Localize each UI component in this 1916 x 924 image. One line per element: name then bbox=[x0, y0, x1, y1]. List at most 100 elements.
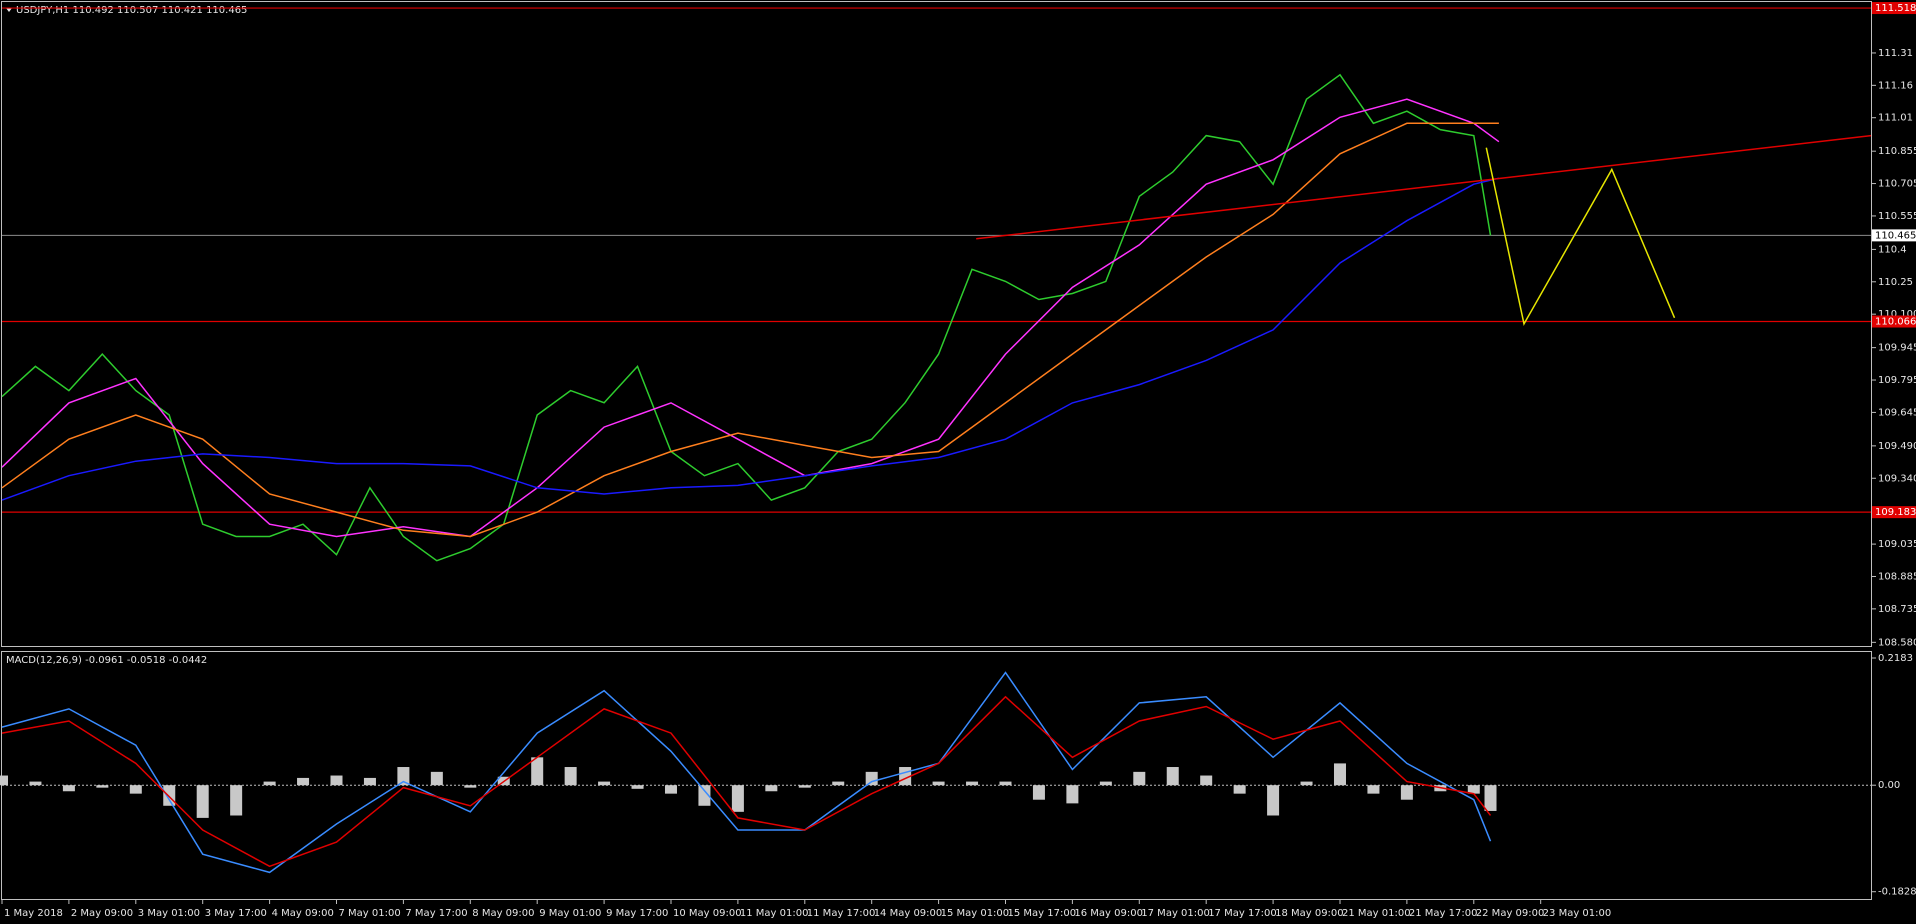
y-tick-label: 0.2183 bbox=[1878, 653, 1913, 664]
x-tick-label: 15 May 01:00 bbox=[941, 908, 1010, 919]
x-tick-label: 18 May 09:00 bbox=[1275, 908, 1344, 919]
histogram-bar bbox=[330, 775, 343, 786]
x-tick-label: 23 May 01:00 bbox=[1543, 908, 1612, 919]
x-tick-label: 9 May 01:00 bbox=[539, 908, 601, 919]
x-tick-label: 1 May 2018 bbox=[4, 908, 63, 919]
histogram-bar bbox=[0, 775, 8, 786]
y-tick-label: 109.340 bbox=[1878, 473, 1916, 484]
histogram-bar bbox=[1200, 775, 1213, 786]
y-tick-label: 110.25 bbox=[1878, 277, 1913, 288]
histogram-bar bbox=[1267, 785, 1280, 816]
x-tick-label: 2 May 09:00 bbox=[71, 908, 133, 919]
level-label: 111.518 bbox=[1875, 3, 1916, 14]
main-panel-frame bbox=[1, 1, 1872, 647]
level-label-box bbox=[1872, 315, 1916, 328]
histogram-bar bbox=[263, 781, 276, 786]
series-line bbox=[976, 134, 1872, 240]
level-label-box bbox=[1872, 2, 1916, 15]
x-tick-label: 21 May 01:00 bbox=[1342, 908, 1411, 919]
last-price-label: 110.465 bbox=[1875, 230, 1916, 241]
histogram-bar bbox=[832, 781, 845, 786]
histogram-bar bbox=[163, 785, 176, 806]
x-tick-label: 3 May 01:00 bbox=[138, 908, 200, 919]
x-tick-label: 11 May 17:00 bbox=[807, 908, 876, 919]
histogram-bar bbox=[397, 767, 410, 786]
chart-title: USDJPY,H1 110.492 110.507 110.421 110.46… bbox=[16, 5, 247, 16]
histogram-bar bbox=[129, 785, 142, 794]
x-tick-label: 16 May 09:00 bbox=[1074, 908, 1143, 919]
histogram-bar bbox=[1484, 785, 1497, 811]
y-tick-label: 111.16 bbox=[1878, 80, 1913, 91]
histogram-bar bbox=[96, 785, 109, 788]
y-tick-label: 110.4 bbox=[1878, 244, 1907, 255]
histogram-bar bbox=[29, 781, 42, 786]
y-tick-label: 109.035 bbox=[1878, 539, 1916, 550]
y-tick-label: 108.885 bbox=[1878, 571, 1916, 582]
series-line bbox=[1485, 147, 1676, 326]
y-tick-label: 109.645 bbox=[1878, 407, 1916, 418]
histogram-bar bbox=[999, 781, 1012, 786]
y-tick-label: 108.735 bbox=[1878, 604, 1916, 615]
histogram-bar bbox=[62, 785, 75, 792]
histogram-bar bbox=[564, 767, 577, 786]
x-tick-label: 11 May 01:00 bbox=[740, 908, 809, 919]
histogram-bar bbox=[363, 777, 376, 786]
x-tick-label: 17 May 17:00 bbox=[1208, 908, 1277, 919]
series-line bbox=[1, 177, 1500, 501]
x-tick-label: 10 May 09:00 bbox=[673, 908, 742, 919]
histogram-bar bbox=[664, 785, 677, 794]
level-label: 110.066 bbox=[1875, 317, 1916, 328]
histogram-bar bbox=[765, 785, 778, 792]
histogram-bar bbox=[1233, 785, 1246, 794]
symbol-menu-arrow[interactable] bbox=[6, 8, 12, 12]
histogram-bar bbox=[1300, 781, 1313, 786]
series-line bbox=[1, 122, 1499, 538]
x-tick-label: 3 May 17:00 bbox=[205, 908, 267, 919]
series-line bbox=[1, 671, 1492, 874]
y-tick-label: 0.00 bbox=[1878, 780, 1900, 791]
y-tick-label: 110.705 bbox=[1878, 179, 1916, 190]
macd-panel-frame bbox=[1, 651, 1872, 900]
histogram-bar bbox=[196, 785, 209, 818]
histogram-bar bbox=[966, 781, 979, 786]
y-tick-label: 110.100 bbox=[1878, 309, 1916, 320]
y-tick-label: 109.490 bbox=[1878, 441, 1916, 452]
histogram-bar bbox=[531, 757, 544, 786]
y-tick-label: 109.945 bbox=[1878, 343, 1916, 354]
x-tick-label: 17 May 01:00 bbox=[1141, 908, 1210, 919]
histogram-bar bbox=[731, 785, 744, 812]
y-tick-label: 110.855 bbox=[1878, 146, 1916, 157]
x-tick-label: 22 May 09:00 bbox=[1476, 908, 1545, 919]
histogram-bar bbox=[1400, 785, 1413, 800]
histogram-bar bbox=[598, 781, 611, 786]
histogram-bar bbox=[865, 771, 878, 786]
y-tick-label: -0.1828 bbox=[1878, 887, 1916, 898]
series-line bbox=[1, 695, 1492, 868]
x-tick-label: 14 May 09:00 bbox=[874, 908, 943, 919]
histogram-bar bbox=[430, 771, 443, 786]
histogram-bar bbox=[1467, 785, 1480, 794]
histogram-bar bbox=[1166, 767, 1179, 786]
histogram-bar bbox=[297, 777, 310, 786]
series-line bbox=[1, 73, 1492, 562]
level-label-box bbox=[1872, 506, 1916, 519]
x-tick-label: 7 May 17:00 bbox=[405, 908, 467, 919]
histogram-bar bbox=[1133, 771, 1146, 786]
histogram-bar bbox=[932, 781, 945, 786]
series-line bbox=[1, 98, 1500, 538]
histogram-bar bbox=[798, 785, 811, 788]
x-tick-label: 15 May 17:00 bbox=[1007, 908, 1076, 919]
y-tick-label: 111.31 bbox=[1878, 48, 1913, 59]
y-tick-label: 108.580 bbox=[1878, 637, 1916, 648]
histogram-bar bbox=[1367, 785, 1380, 794]
x-tick-label: 7 May 01:00 bbox=[338, 908, 400, 919]
histogram-bar bbox=[1099, 781, 1112, 786]
histogram-bar bbox=[1066, 785, 1079, 804]
histogram-bar bbox=[1032, 785, 1045, 800]
indicator-title: MACD(12,26,9) -0.0961 -0.0518 -0.0442 bbox=[6, 655, 207, 666]
x-tick-label: 8 May 09:00 bbox=[472, 908, 534, 919]
y-tick-label: 109.795 bbox=[1878, 375, 1916, 386]
histogram-bar bbox=[631, 785, 644, 789]
